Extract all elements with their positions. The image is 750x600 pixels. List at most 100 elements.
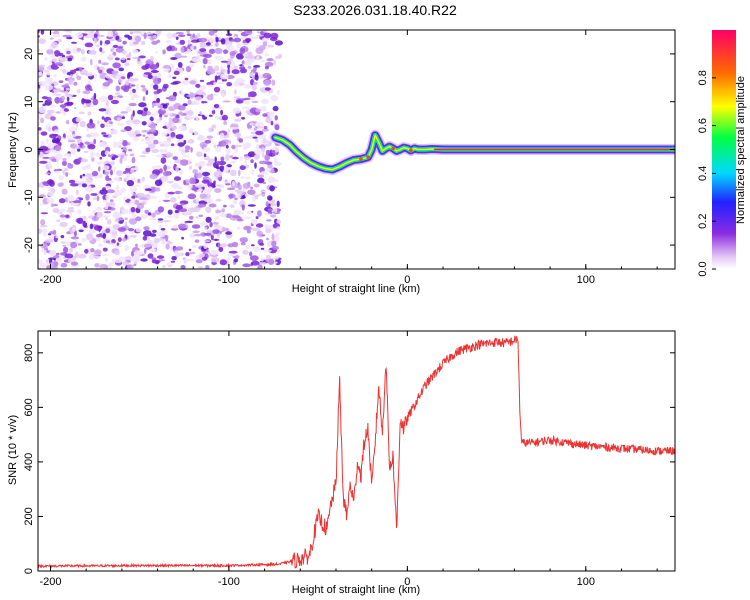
noise-speckle [161,132,168,137]
noise-speckle [58,80,64,83]
noise-speckle [63,246,69,254]
noise-speckle [41,248,44,253]
noise-speckle [165,243,170,250]
noise-speckle [90,248,95,253]
noise-speckle [231,181,236,186]
noise-speckle [178,168,184,176]
noise-speckle [84,187,94,192]
snr-series [38,335,675,569]
noise-speckle [60,235,65,239]
noise-speckle [70,41,78,44]
noise-speckle [54,170,60,174]
noise-speckle [38,80,47,87]
noise-speckle [170,143,175,147]
noise-speckle [190,128,193,134]
noise-speckle [256,230,263,237]
noise-speckle [75,189,79,196]
noise-speckle [62,34,72,38]
noise-speckle [162,64,171,69]
noise-speckle [227,64,231,69]
noise-speckle [69,79,74,86]
noise-speckle [76,47,82,52]
noise-speckle [128,131,137,138]
noise-speckle [258,193,266,196]
noise-speckle [184,77,189,81]
noise-speckle [240,176,245,179]
noise-speckle [70,236,80,240]
noise-speckle [251,84,257,91]
noise-speckle [225,231,233,235]
noise-speckle [56,219,61,222]
noise-speckle [40,30,45,35]
noise-speckle [269,170,276,174]
noise-speckle [213,86,221,93]
noise-speckle [220,65,224,70]
noise-speckle [140,258,148,262]
noise-speckle [53,50,61,57]
noise-speckle [132,119,141,125]
noise-speckle [177,195,181,200]
noise-speckle [193,45,197,50]
noise-speckle [203,240,211,243]
noise-speckle [75,32,84,39]
noise-speckle [61,84,70,88]
noise-speckle [137,109,143,115]
noise-speckle [143,248,147,255]
noise-speckle [46,138,49,144]
noise-speckle [98,233,102,237]
noise-speckle [254,162,257,169]
noise-speckle [87,201,91,207]
noise-speckle [245,176,251,180]
noise-speckle [130,167,138,171]
noise-speckle [191,57,201,63]
noise-speckle [97,66,105,70]
noise-speckle [167,74,172,79]
noise-speckle [115,170,124,177]
noise-speckle [247,204,256,207]
snr-frame [37,330,676,572]
noise-speckle [126,58,131,60]
noise-speckle [215,36,219,43]
noise-speckle [147,34,154,37]
noise-speckle [73,68,81,71]
noise-speckle [46,79,53,85]
noise-speckle [242,182,251,189]
noise-speckle [53,74,57,78]
noise-speckle [67,194,75,202]
noise-speckle [47,191,55,197]
noise-speckle [105,227,111,234]
noise-speckle [260,257,264,262]
noise-speckle [145,147,151,153]
noise-speckle [170,260,176,263]
noise-speckle [153,237,160,244]
spectrogram-y-label: Frequency (Hz) [7,112,19,188]
noise-speckle [79,175,83,179]
noise-speckle [134,250,144,256]
noise-speckle [114,219,120,223]
noise-speckle [165,40,172,44]
noise-speckle [58,198,66,204]
colorbar-tick-label: 0.0 [697,261,709,276]
noise-speckle [39,194,46,198]
noise-speckle [266,205,271,208]
noise-speckle [122,261,130,266]
noise-speckle [38,266,41,269]
noise-speckle [150,122,156,129]
noise-speckle [267,195,273,201]
noise-speckle [186,33,192,37]
noise-speckle [162,220,172,223]
noise-speckle [244,160,248,165]
noise-speckle [202,57,208,65]
noise-speckle [122,140,128,147]
noise-speckle [192,244,197,249]
noise-speckle [191,224,201,229]
noise-speckle [175,253,183,257]
noise-speckle [110,234,118,238]
noise-speckle [63,167,69,172]
noise-speckle [163,164,168,172]
noise-speckle [151,102,155,108]
noise-speckle [138,62,143,67]
noise-speckle [217,242,221,249]
noise-speckle [255,195,259,200]
noise-speckle [201,114,205,118]
